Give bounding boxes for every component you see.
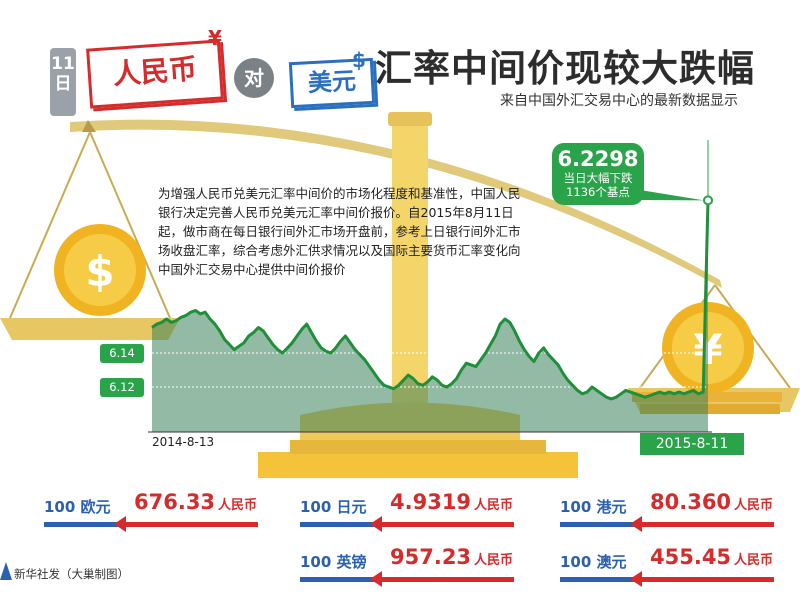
rate-gbp-amount: 100 英镑	[300, 553, 367, 571]
versus-badge: 对	[234, 58, 274, 98]
rate-area	[152, 200, 708, 432]
page-subtitle: 来自中国外汇交易中心的最新数据显示	[500, 93, 738, 109]
rate-jpy-value: 4.9319 人民币	[390, 490, 514, 514]
arrow-icon	[630, 516, 642, 532]
left-hook	[82, 120, 96, 132]
callout-line1: 当日大幅下跌	[563, 171, 633, 185]
rate-gbp-value: 957.23 人民币	[390, 545, 514, 569]
rate-eur: 100 欧元 676.33 人民币	[44, 490, 259, 532]
rmb-label: 人民币	[86, 39, 224, 109]
rate-gbp: 100 英镑 957.23 人民币	[300, 545, 515, 587]
left-pan	[0, 318, 180, 340]
rate-hkd-amount: 100 港元	[560, 498, 627, 516]
rate-hkd-value: 80.360 人民币	[650, 490, 774, 514]
rate-jpy-amount: 100 日元	[300, 498, 367, 516]
intro-text: 为增强人民币兑美元汇率中间价的市场化程度和基准性，中国人民银行决定完善人民币兑美…	[158, 186, 521, 277]
rate-eur-amount: 100 欧元	[44, 498, 111, 516]
last-point-marker	[703, 195, 713, 206]
x-end-label: 2015-8-11	[640, 433, 744, 455]
rate-aud-amount: 100 澳元	[560, 553, 627, 571]
rate-line	[151, 200, 710, 401]
y-tick-label: 6.12	[100, 378, 144, 397]
arrow-icon	[370, 571, 382, 587]
rate-callout: 6.2298 当日大幅下跌 1136个基点	[552, 143, 644, 205]
yen-sign-icon: ¥	[208, 26, 222, 50]
dollar-coin-icon: $	[54, 224, 146, 316]
exchange-rate-chart	[148, 140, 713, 433]
arrow-icon	[114, 516, 126, 532]
y-tick-label: 6.14	[100, 344, 144, 363]
svg-text:$: $	[85, 247, 114, 296]
x-start-label: 2014-8-13	[152, 435, 215, 449]
callout-line2: 1136个基点	[566, 185, 630, 199]
callout-pointer	[640, 190, 704, 201]
rate-aud-value: 455.45 人民币	[650, 545, 774, 569]
arrow-icon	[630, 571, 642, 587]
rate-eur-value: 676.33 人民币	[134, 490, 258, 514]
rate-aud: 100 澳元 455.45 人民币	[560, 545, 775, 587]
date-badge: 11日	[50, 48, 76, 116]
xinhua-logo-icon	[0, 562, 12, 580]
rate-hkd: 100 港元 80.360 人民币	[560, 490, 775, 532]
footer-credit: 新华社发（大巢制图）	[14, 567, 129, 581]
callout-value: 6.2298	[557, 147, 639, 171]
dollar-sign-icon: $	[352, 48, 366, 72]
arrow-icon	[370, 516, 382, 532]
rate-jpy: 100 日元 4.9319 人民币	[300, 490, 515, 532]
page-title: 汇率中间价现较大跌幅	[375, 47, 755, 90]
